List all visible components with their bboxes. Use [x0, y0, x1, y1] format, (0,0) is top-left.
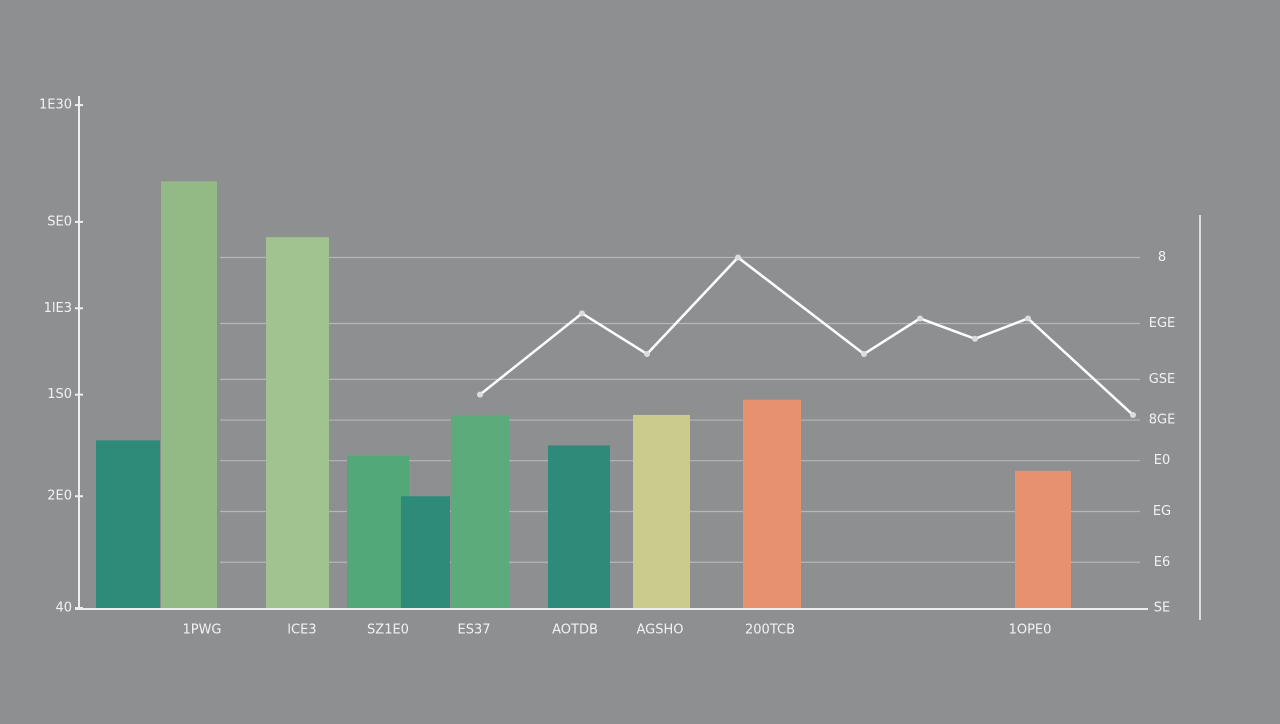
- y-tick-label: 40: [55, 601, 72, 616]
- y2-tick-label: 8GE: [1149, 413, 1176, 428]
- bar: [266, 237, 329, 608]
- y2-tick-label: 8: [1158, 250, 1166, 265]
- line-point: [861, 351, 867, 357]
- y2-tick-label: SE: [1154, 601, 1170, 616]
- x-tick-label: 1OPE0: [1009, 623, 1052, 638]
- x-tick-label: lCE3: [287, 623, 316, 638]
- bar: [161, 181, 217, 608]
- line-point: [735, 254, 741, 261]
- bar: [633, 414, 690, 608]
- y2-tick-label: E0: [1154, 453, 1171, 468]
- y-tick-label: SE0: [47, 214, 72, 229]
- line-point: [1130, 411, 1136, 418]
- y-tick-label: 1lE3: [44, 301, 72, 316]
- bar: [347, 455, 409, 608]
- y-tick-label: 1E30: [39, 98, 72, 113]
- line-point: [477, 391, 483, 398]
- y-tick-label: 2E0: [47, 489, 72, 504]
- y2-tick-label: EGE: [1149, 316, 1176, 331]
- x-tick-label: SZ1E0: [367, 623, 409, 638]
- line-point: [1025, 315, 1031, 322]
- line-point: [972, 335, 978, 342]
- x-tick-label: AOTDB: [552, 623, 598, 638]
- bar: [96, 440, 160, 608]
- y2-tick-label: GSE: [1149, 372, 1176, 387]
- x-tick-label: ES37: [457, 623, 490, 638]
- bar: [451, 414, 509, 608]
- line-point: [644, 351, 650, 357]
- bar: [548, 445, 610, 608]
- x-tick-label: 1PWG: [182, 623, 221, 638]
- bar: [401, 496, 450, 608]
- line-point: [917, 315, 923, 322]
- y2-tick-label: EG: [1153, 504, 1171, 519]
- y-tick-label: 1S0: [47, 387, 72, 402]
- bar: [1015, 470, 1071, 608]
- x-tick-label: 200TCB: [745, 623, 795, 638]
- bar: [743, 399, 801, 608]
- line-point: [579, 310, 585, 317]
- y2-tick-label: E6: [1154, 555, 1171, 570]
- x-tick-label: AGSHO: [637, 623, 684, 638]
